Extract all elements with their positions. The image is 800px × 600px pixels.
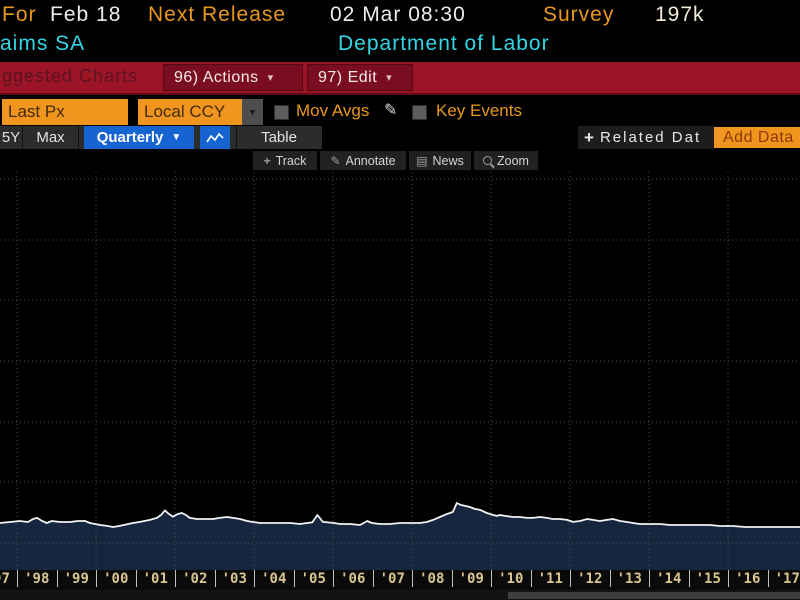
next-release-value: 02 Mar 08:30 bbox=[330, 3, 466, 26]
axis-tick bbox=[491, 570, 492, 587]
axis-year-label: '13 bbox=[616, 571, 642, 587]
annotate-button[interactable]: ✎ Annotate bbox=[320, 151, 406, 170]
next-release-label: Next Release bbox=[148, 3, 287, 26]
axis-tick bbox=[214, 570, 216, 587]
price-field-input[interactable]: Last Px bbox=[2, 99, 128, 125]
currency-select-arrow-button[interactable]: ▼ bbox=[242, 99, 263, 125]
mov-avgs-label: Mov Avgs bbox=[296, 101, 370, 120]
axis-year-label: '03 bbox=[221, 571, 247, 587]
axis-tick bbox=[688, 570, 690, 587]
news-button[interactable]: ▤ News bbox=[409, 151, 471, 170]
menu-bar: ggested Charts 96) Actions ▾ 97) Edit ▾ bbox=[0, 62, 800, 95]
header-release-line: For Feb 18 Next Release 02 Mar 08:30 Sur… bbox=[0, 3, 800, 31]
axis-tick bbox=[56, 570, 58, 587]
axis-tick bbox=[135, 570, 137, 587]
edit-button[interactable]: 97) Edit ▾ bbox=[307, 64, 413, 91]
horizontal-scrollbar-track[interactable] bbox=[0, 590, 800, 600]
axis-tick bbox=[728, 570, 729, 587]
axis-tick bbox=[609, 570, 611, 587]
axis-year-label: '05 bbox=[300, 571, 326, 587]
tab-table[interactable]: Table bbox=[261, 129, 297, 146]
currency-select[interactable]: Local CCY bbox=[138, 99, 242, 125]
zoom-button[interactable]: Zoom bbox=[474, 151, 538, 170]
suggested-charts-label: ggested Charts bbox=[2, 66, 139, 86]
axis-year-label: '98 bbox=[24, 571, 50, 587]
data-source: Department of Labor bbox=[338, 32, 550, 55]
axis-year-label: '00 bbox=[103, 571, 129, 587]
axis-tick bbox=[333, 570, 334, 587]
claims-line bbox=[0, 502, 800, 528]
axis-tick bbox=[530, 570, 532, 587]
tab-separator bbox=[78, 126, 79, 149]
axis-tick bbox=[17, 570, 18, 587]
axis-tick bbox=[254, 570, 255, 587]
x-axis: '97 '98 '99 '00 '01 '02 '03 '04 '05 '06 '07 '08 '09 '… bbox=[0, 570, 800, 590]
axis-year-label: '04 bbox=[261, 571, 287, 587]
axis-year-label: '99 bbox=[63, 571, 89, 587]
plus-icon: + bbox=[584, 127, 594, 147]
axis-year-label: '06 bbox=[340, 571, 366, 587]
release-for-value: Feb 18 bbox=[50, 3, 122, 26]
axis-tick bbox=[293, 570, 295, 587]
tab-separator bbox=[22, 126, 23, 149]
axis-year-label: '08 bbox=[419, 571, 445, 587]
axis-year-label: '17 bbox=[774, 571, 800, 587]
axis-year-label: '02 bbox=[182, 571, 208, 587]
axis-year-label: '97 bbox=[0, 571, 10, 587]
axis-year-label: '12 bbox=[577, 571, 603, 587]
magnifier-icon bbox=[483, 156, 493, 165]
track-button[interactable]: + Track bbox=[253, 151, 317, 170]
axis-tick bbox=[96, 570, 97, 587]
axis-tick bbox=[570, 570, 571, 587]
tab-separator bbox=[236, 126, 237, 149]
dropdown-arrow-icon: ▾ bbox=[386, 72, 393, 84]
axis-year-label: '10 bbox=[498, 571, 524, 587]
axis-tick bbox=[175, 570, 176, 587]
horizontal-scrollbar-thumb[interactable] bbox=[508, 592, 800, 599]
axis-year-label: '09 bbox=[458, 571, 484, 587]
news-icon: ▤ bbox=[416, 153, 428, 168]
claims-area-chart[interactable] bbox=[0, 172, 800, 570]
axis-year-label: '11 bbox=[537, 571, 563, 587]
select-arrow-icon: ▼ bbox=[171, 132, 182, 143]
series-name: aims SA bbox=[0, 32, 86, 55]
select-arrow-icon: ▼ bbox=[248, 107, 257, 117]
related-data-button[interactable]: + Related Dat bbox=[578, 126, 714, 149]
axis-year-label: '01 bbox=[142, 571, 168, 587]
pencil-icon: ✎ bbox=[330, 153, 341, 168]
period-dropdown[interactable]: Quarterly ▼ bbox=[84, 126, 194, 149]
mov-avgs-checkbox[interactable] bbox=[274, 105, 289, 120]
axis-tick bbox=[451, 570, 453, 587]
axis-tick bbox=[767, 570, 769, 587]
axis-tick bbox=[649, 570, 650, 587]
release-for-label: For bbox=[2, 3, 37, 26]
tab-5y[interactable]: 5Y bbox=[1, 129, 21, 146]
axis-year-label: '16 bbox=[735, 571, 761, 587]
chart-type-button[interactable] bbox=[200, 126, 230, 149]
track-crosshair-icon: + bbox=[263, 153, 271, 168]
add-data-button[interactable]: Add Data bbox=[714, 127, 800, 148]
dropdown-arrow-icon: ▾ bbox=[267, 72, 274, 84]
tab-max[interactable]: Max bbox=[36, 129, 65, 146]
axis-year-label: '14 bbox=[656, 571, 682, 587]
key-events-label: Key Events bbox=[436, 101, 522, 120]
axis-year-label: '15 bbox=[695, 571, 721, 587]
header-title-line: aims SA Department of Labor bbox=[0, 32, 800, 60]
line-chart-icon bbox=[206, 132, 224, 142]
claims-area-fill bbox=[0, 503, 800, 570]
actions-button[interactable]: 96) Actions ▾ bbox=[163, 64, 303, 91]
mov-avgs-pencil-icon[interactable]: ✎ bbox=[384, 102, 398, 119]
key-events-checkbox[interactable] bbox=[412, 105, 427, 120]
axis-tick bbox=[412, 570, 413, 587]
axis-tick bbox=[372, 570, 374, 587]
survey-value: 197k bbox=[655, 3, 705, 26]
survey-label: Survey bbox=[543, 3, 615, 26]
axis-year-label: '07 bbox=[379, 571, 405, 587]
